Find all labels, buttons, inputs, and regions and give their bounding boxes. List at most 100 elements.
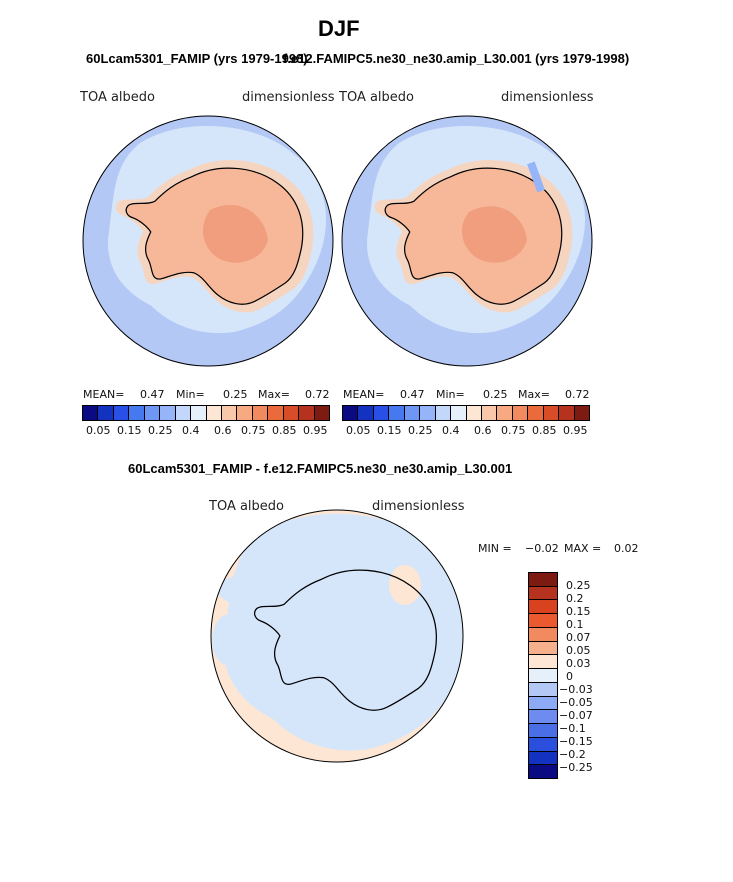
- diff-tick: 0: [566, 670, 573, 683]
- left-colorbar-swatch: [144, 406, 161, 420]
- left-colorbar-swatch: [206, 406, 222, 420]
- left-colorbar-swatch: [237, 406, 253, 420]
- diff-colorbar-swatch: [529, 586, 557, 601]
- right-tick: 0.95: [563, 424, 588, 437]
- diff-polar-map: [211, 510, 463, 762]
- diff-tick: −0.03: [559, 683, 593, 696]
- left-colorbar-swatch: [268, 406, 284, 420]
- left-plateau-region: [202, 204, 268, 263]
- diff-colorbar-swatch: [529, 614, 557, 628]
- diff-tick: 0.03: [566, 657, 591, 670]
- diff-tick: 0.05: [566, 644, 591, 657]
- left-colorbar-swatch: [160, 406, 176, 420]
- left-tick: 0.95: [303, 424, 328, 437]
- right-colorbar-swatch: [481, 406, 498, 420]
- diff-colorbar-swatch: [529, 765, 557, 779]
- left-tick: 0.25: [148, 424, 173, 437]
- diff-tick: −0.2: [559, 748, 586, 761]
- diff-colorbar-swatch: [529, 737, 557, 752]
- diff-colorbar-swatch: [529, 573, 557, 587]
- right-mean-label: MEAN=: [343, 388, 385, 401]
- right-colorbar-swatch: [404, 406, 421, 420]
- diff-max-label: MAX =: [564, 542, 602, 555]
- right-colorbar-swatch: [420, 406, 436, 420]
- left-colorbar-swatch: [98, 406, 114, 420]
- left-colorbar: [82, 405, 330, 421]
- right-variable-label: TOA albedo: [339, 90, 415, 105]
- diff-colorbar-swatch: [529, 696, 557, 711]
- diff-tick: −0.15: [559, 735, 593, 748]
- right-plateau-region: [461, 206, 527, 263]
- right-max-label: Max=: [518, 388, 550, 401]
- diff-tick: −0.07: [559, 709, 593, 722]
- subtitle-left: 60Lcam5301_FAMIP (yrs 1979-1998): [86, 51, 308, 66]
- diff-colorbar-swatch: [529, 641, 557, 656]
- right-min-value: 0.25: [483, 388, 508, 401]
- diff-colorbar-swatch: [529, 669, 557, 683]
- right-polar-map: [342, 116, 592, 366]
- diff-tick: −0.25: [559, 761, 593, 774]
- diff-colorbar-swatch: [529, 655, 557, 670]
- diff-tick: −0.1: [559, 722, 586, 735]
- left-colorbar-swatch: [191, 406, 207, 420]
- left-tick: 0.75: [241, 424, 266, 437]
- diff-variable-label: TOA albedo: [209, 499, 285, 514]
- diff-colorbar-swatch: [529, 627, 557, 642]
- diff-title: 60Lcam5301_FAMIP - f.e12.FAMIPC5.ne30_ne…: [128, 461, 513, 476]
- right-colorbar-swatch: [543, 406, 560, 420]
- left-max-value: 0.72: [305, 388, 330, 401]
- diff-colorbar-swatch: [529, 710, 557, 725]
- right-colorbar-swatch: [373, 406, 390, 420]
- left-colorbar-swatch: [129, 406, 145, 420]
- left-tick: 0.15: [117, 424, 142, 437]
- left-tick: 0.6: [214, 424, 232, 437]
- left-max-label: Max=: [258, 388, 290, 401]
- right-colorbar-swatch: [559, 406, 575, 420]
- right-colorbar-swatch: [497, 406, 513, 420]
- right-tick: 0.05: [346, 424, 371, 437]
- diff-tick: 0.15: [566, 605, 591, 618]
- right-mean-value: 0.47: [400, 388, 425, 401]
- right-colorbar-swatch: [512, 406, 529, 420]
- right-units-label: dimensionless: [501, 90, 594, 105]
- diff-colorbar: [528, 572, 558, 779]
- right-max-value: 0.72: [565, 388, 590, 401]
- subtitle-right: f.e12.FAMIPC5.ne30_ne30.amip_L30.001 (yr…: [283, 51, 630, 66]
- diff-tick: 0.1: [566, 618, 584, 631]
- right-tick: 0.4: [442, 424, 460, 437]
- right-colorbar-swatch: [466, 406, 482, 420]
- diff-min-value: −0.02: [525, 542, 559, 555]
- diff-min-label: MIN =: [478, 542, 512, 555]
- right-colorbar-swatch: [343, 406, 359, 420]
- diff-colorbar-swatch: [529, 682, 557, 697]
- left-variable-label: TOA albedo: [80, 90, 156, 105]
- left-colorbar-swatch: [252, 406, 269, 420]
- diff-colorbar-swatch: [529, 600, 557, 615]
- right-colorbar-swatch: [451, 406, 467, 420]
- left-tick: 0.85: [272, 424, 297, 437]
- right-colorbar-swatch: [528, 406, 544, 420]
- right-tick: 0.85: [532, 424, 557, 437]
- diff-max-value: 0.02: [614, 542, 639, 555]
- left-tick: 0.4: [182, 424, 200, 437]
- right-colorbar-swatch: [389, 406, 405, 420]
- right-min-label: Min=: [436, 388, 465, 401]
- left-units-label: dimensionless: [242, 90, 335, 105]
- right-colorbar: [342, 405, 590, 421]
- right-colorbar-swatch: [435, 406, 452, 420]
- left-colorbar-swatch: [113, 406, 130, 420]
- diff-tick: −0.05: [559, 696, 593, 709]
- left-colorbar-swatch: [221, 406, 238, 420]
- left-mean-label: MEAN=: [83, 388, 125, 401]
- left-colorbar-swatch: [283, 406, 300, 420]
- right-tick: 0.6: [474, 424, 492, 437]
- left-min-value: 0.25: [223, 388, 248, 401]
- left-colorbar-swatch: [299, 406, 315, 420]
- diff-tick: 0.25: [566, 579, 591, 592]
- diff-colorbar-swatch: [529, 724, 557, 738]
- right-colorbar-swatch: [574, 406, 589, 420]
- right-tick: 0.75: [501, 424, 526, 437]
- left-polar-map: [83, 116, 333, 366]
- right-tick: 0.15: [377, 424, 402, 437]
